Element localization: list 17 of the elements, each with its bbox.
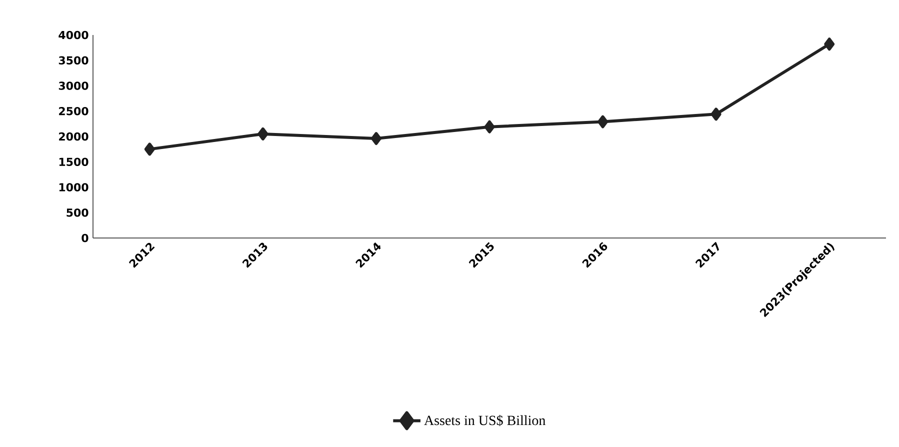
point	[370, 132, 382, 146]
point	[144, 142, 155, 156]
legend-label: Assets in US$ Billion	[424, 414, 546, 426]
y-tick-label: 3000	[58, 82, 88, 90]
y-tick-label: 4000	[58, 30, 88, 40]
point	[258, 127, 268, 140]
point	[710, 108, 722, 121]
point	[484, 120, 495, 134]
y-tick-label: 2000	[59, 132, 88, 141]
y-tick-label: 0	[82, 234, 88, 242]
point	[824, 38, 835, 51]
y-tick-label: 1500	[59, 158, 88, 166]
y-tick-label: 3500	[58, 56, 88, 65]
y-tick-label: 500	[66, 208, 88, 217]
y-tick-label: 2500	[59, 106, 88, 116]
y-tick-label: 1000	[59, 183, 88, 192]
point	[598, 115, 608, 128]
